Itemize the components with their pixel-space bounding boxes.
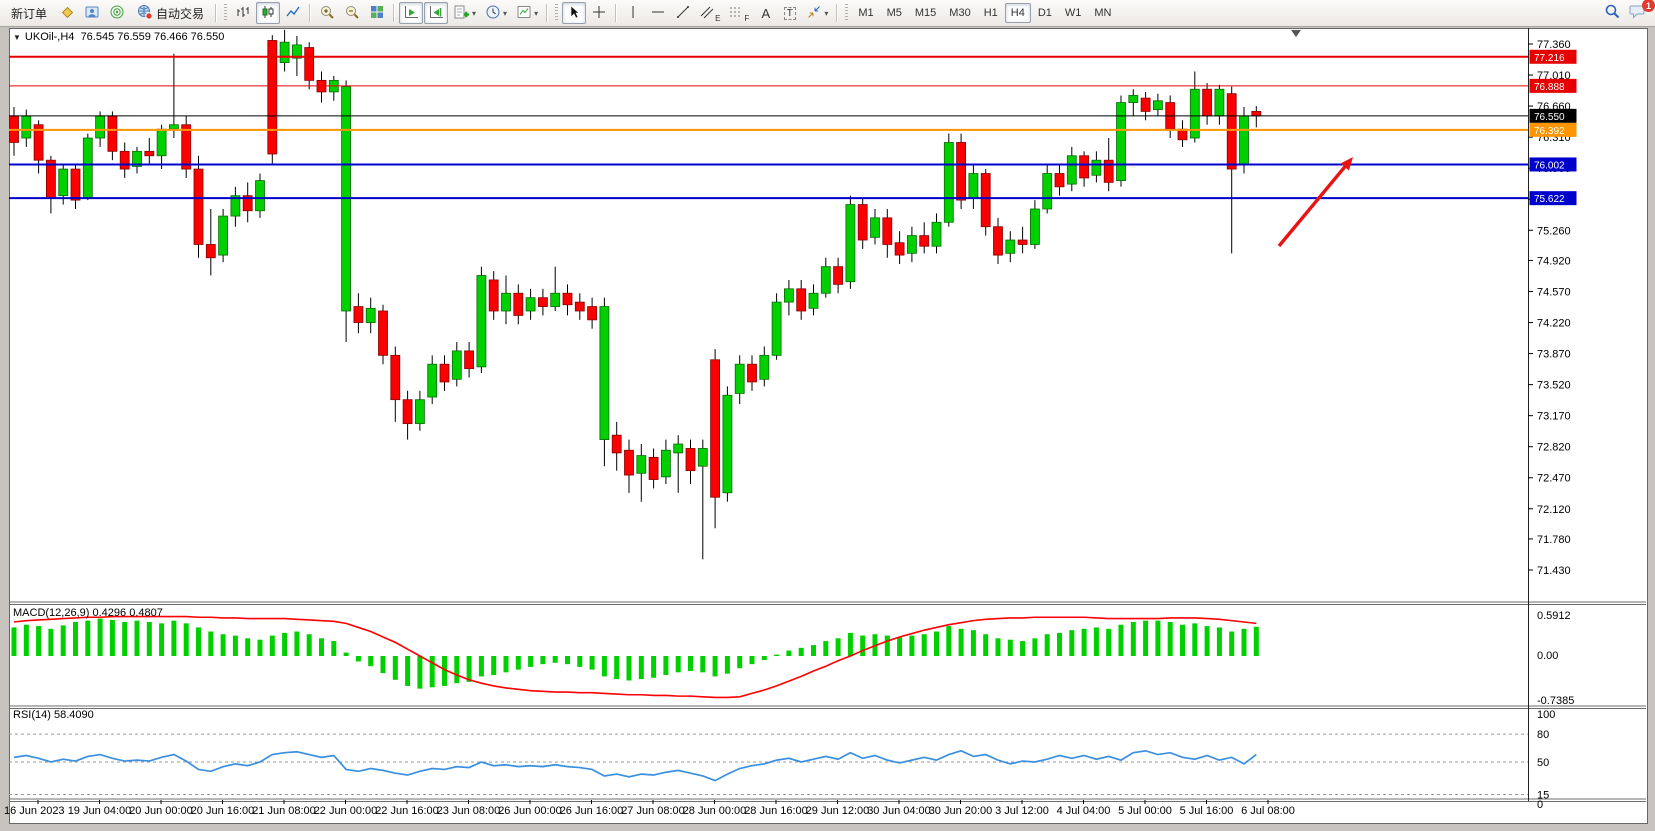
zoom-out-button[interactable] [340,2,364,24]
template-icon [516,4,532,23]
text-tool-button[interactable]: A [754,2,777,24]
symbol-period: UKOil-,H4 [24,31,75,43]
channel-button[interactable]: E [696,2,724,24]
toolbar-separator [615,4,618,22]
timeframe-M15[interactable]: M15 [914,7,937,19]
auto-trading-label: 自动交易 [156,6,205,21]
macd-name: MACD(12,26,9) [13,607,90,619]
chevron-down-icon: ▾ [534,8,539,18]
timeframe-M1[interactable]: M1 [858,7,874,19]
timeframe-D1[interactable]: D1 [1037,7,1052,19]
auto-scroll-button[interactable] [399,2,424,24]
toolbar-separator [309,4,312,22]
fibonacci-button[interactable]: F [725,2,753,24]
rsi-label: RSI(14) 58.4090 [13,709,94,721]
tile-windows-button[interactable] [365,2,389,24]
toolbar-separator [546,4,549,22]
fibo-letter: F [744,14,750,23]
auto-trading-button[interactable]: 自动交易 [130,2,211,24]
timeframe-W1[interactable]: W1 [1064,7,1082,19]
market-watch-button[interactable] [55,2,79,24]
arrows-icon [806,4,822,23]
main-toolbar: 新订单 自动交易 ▾ ▾ ▾ E F A T ▾ M1 M5 M15 M30 H1 H4 D… [0,0,1655,27]
macd-signal-value: 0.4807 [129,607,163,619]
horizontal-line-button[interactable] [646,2,670,24]
cursor-button[interactable] [562,2,587,24]
indicators-icon [453,4,470,23]
toolbar-right: 1 [1600,0,1655,24]
toolbar-separator [393,4,396,22]
notifications-button[interactable]: 1 [1625,0,1655,24]
fibonacci-icon [729,4,743,23]
data-window-icon [84,4,100,23]
channel-letter: E [715,14,721,23]
cursor-icon [566,4,582,23]
pane-divider[interactable] [9,601,1646,606]
signal-icon [109,4,125,23]
templates-button[interactable]: ▾ [512,2,542,24]
shapes-button[interactable]: ▾ [802,2,832,24]
timeframe-M30[interactable]: M30 [949,7,971,19]
toolbar-grip [845,4,849,22]
zoom-in-icon [319,4,335,23]
timeframe-M5[interactable]: M5 [886,7,902,19]
vertical-line-icon [625,4,641,23]
chart-shift-button[interactable] [424,2,449,24]
crosshair-icon [591,4,607,23]
chart-title: ▼ UKOil-,H4 76.545 76.559 76.466 76.550 [13,31,224,43]
chevron-down-icon[interactable]: ▼ [13,33,21,42]
trendline-button[interactable] [671,2,695,24]
ohlc-values: 76.545 76.559 76.466 76.550 [80,31,225,43]
chevron-down-icon: ▾ [472,8,477,18]
toolbar-separator [836,4,839,22]
bar-chart-icon [235,4,251,23]
vertical-line-button[interactable] [621,2,645,24]
macd-label: MACD(12,26,9) 0.4296 0.4807 [13,607,163,619]
macd-main-value: 0.4296 [92,607,127,619]
chevron-down-icon: ▾ [503,8,508,18]
timeframe-H1[interactable]: H1 [983,7,998,19]
label-tool-button[interactable]: T [778,2,801,24]
search-icon [1604,3,1621,23]
data-window-button[interactable] [80,2,104,24]
toolbar-grip [224,4,228,22]
rsi-name: RSI(14) [13,709,51,721]
trendline-icon [675,4,691,23]
channel-icon [700,4,714,23]
timeframe-MN[interactable]: MN [1094,7,1112,19]
toolbar-separator [215,4,218,22]
timeframe-H4[interactable]: H4 [1004,3,1031,23]
auto-scroll-icon [403,4,419,23]
zoom-out-icon [344,4,360,23]
zoom-in-button[interactable] [315,2,339,24]
line-chart-button[interactable] [281,2,305,24]
new-order-button[interactable]: 新订单 [11,6,48,21]
horizontal-line-icon [650,4,666,23]
toolbar-grip [555,4,559,22]
chart-shift-icon [428,4,444,23]
crosshair-button[interactable] [587,2,611,24]
clock-icon [485,4,501,23]
market-watch-icon [59,4,75,23]
line-chart-icon [285,4,301,23]
periods-button[interactable]: ▾ [481,2,511,24]
tile-windows-icon [369,4,385,23]
indicators-button[interactable]: ▾ [449,2,480,24]
rsi-value: 58.4090 [53,709,94,721]
notification-badge: 1 [1642,0,1655,12]
candlestick-icon [260,4,276,23]
search-button[interactable] [1600,2,1625,24]
candlestick-button[interactable] [256,2,281,24]
label-tool-icon: T [783,6,796,20]
chevron-down-icon: ▾ [824,8,829,18]
timeframe-bar: M1 M5 M15 M30 H1 H4 D1 W1 MN [852,3,1117,23]
auto-trading-icon [137,4,153,23]
bar-chart-button[interactable] [231,2,255,24]
pane-divider[interactable] [9,705,1646,710]
text-tool-icon: A [761,5,771,21]
strategy-button[interactable] [105,2,129,24]
